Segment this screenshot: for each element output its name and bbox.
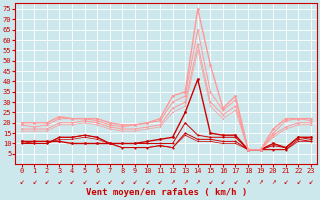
Text: ↙: ↙ (82, 177, 87, 186)
Text: ↙: ↙ (296, 177, 301, 186)
Text: ↙: ↙ (20, 177, 24, 186)
Text: ↗: ↗ (196, 177, 200, 186)
Text: ↗: ↗ (246, 177, 250, 186)
Text: ↙: ↙ (120, 177, 124, 186)
Text: ↗: ↗ (170, 177, 175, 186)
Text: ↙: ↙ (70, 177, 74, 186)
Text: ↙: ↙ (308, 177, 313, 186)
Text: ↙: ↙ (32, 177, 36, 186)
X-axis label: Vent moyen/en rafales ( km/h ): Vent moyen/en rafales ( km/h ) (86, 188, 247, 197)
Text: ↙: ↙ (44, 177, 49, 186)
Text: ↙: ↙ (108, 177, 112, 186)
Text: ↙: ↙ (57, 177, 62, 186)
Text: ↗: ↗ (183, 177, 188, 186)
Text: ↙: ↙ (284, 177, 288, 186)
Text: ↗: ↗ (258, 177, 263, 186)
Text: ↙: ↙ (132, 177, 137, 186)
Text: ↙: ↙ (95, 177, 100, 186)
Text: ↙: ↙ (158, 177, 162, 186)
Text: ↙: ↙ (233, 177, 238, 186)
Text: ↙: ↙ (220, 177, 225, 186)
Text: ↙: ↙ (208, 177, 213, 186)
Text: ↙: ↙ (145, 177, 150, 186)
Text: ↗: ↗ (271, 177, 276, 186)
